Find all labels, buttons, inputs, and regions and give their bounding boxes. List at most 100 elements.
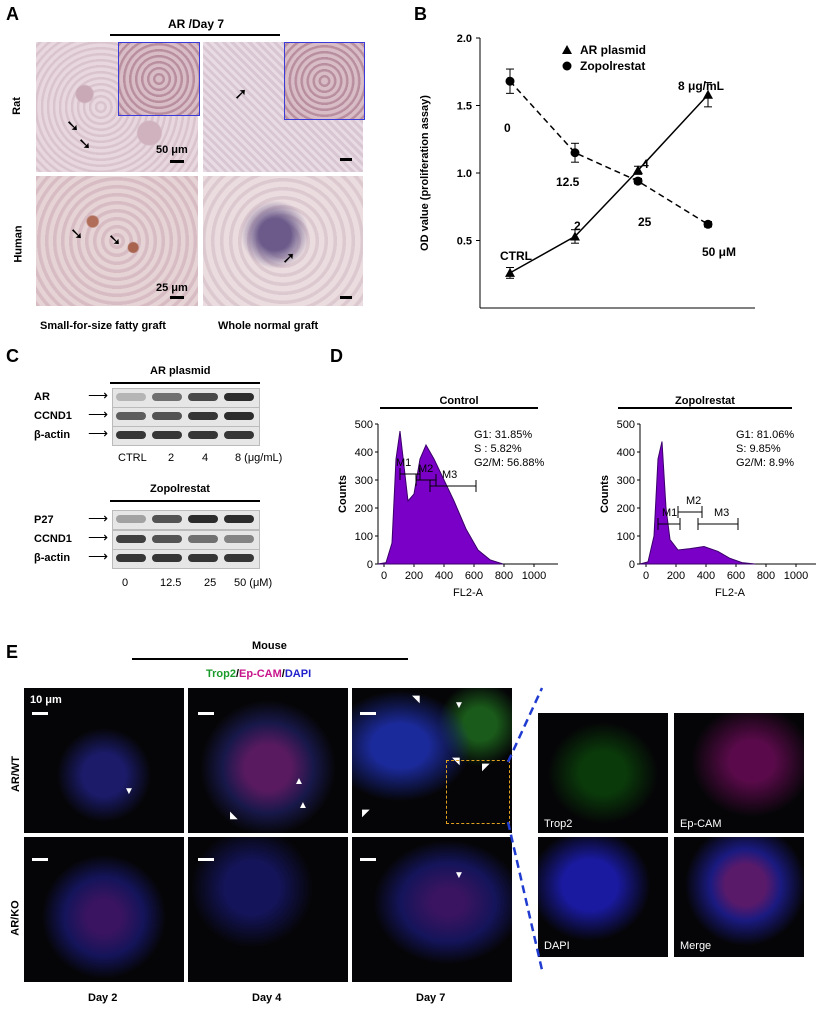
- blot-band: [224, 535, 254, 543]
- x-tick-label: 400: [697, 570, 715, 582]
- blot-row-actin: β-actin: [34, 429, 71, 441]
- scale-bar: [32, 858, 48, 861]
- legend-marker: [562, 61, 572, 71]
- zoom-label-merge: Merge: [680, 940, 712, 952]
- histogram-stat: G1: 81.06%: [736, 429, 794, 441]
- stain-legend: Trop2/Ep-CAM/DAPI: [206, 668, 311, 680]
- y-tick-label: 100: [355, 531, 373, 543]
- scale-label-50um: 50 μm: [156, 144, 188, 156]
- scale-bar: [198, 712, 214, 715]
- histogram-plot: 0 100 200 300 400 500 0 200 400 600 800 1000 FL2-A Co…: [599, 395, 816, 599]
- panel-b-label: B: [414, 4, 427, 24]
- legend-label: AR plasmid: [580, 43, 646, 57]
- conc-bottom-0: 0: [122, 577, 129, 589]
- blot-band: [152, 535, 182, 543]
- gate-label: M1: [396, 457, 411, 469]
- scale-bar: [340, 158, 352, 161]
- blot-band: [224, 412, 254, 420]
- row-label-human: Human: [12, 225, 25, 263]
- blot-band: [152, 412, 182, 420]
- y-tick-label: 400: [617, 447, 635, 459]
- point-label: 4: [642, 157, 649, 171]
- if-wt-day4: [188, 688, 348, 833]
- data-point: [505, 267, 515, 277]
- blot-band: [224, 554, 254, 562]
- arrowhead-icon: ▼: [454, 700, 464, 711]
- arrow-right-icon: ⟶: [88, 425, 109, 441]
- conc-top-1: 2: [168, 452, 175, 464]
- stain-epcam: Ep-CAM: [239, 668, 282, 680]
- x-axis-label: FL2-A: [715, 587, 746, 599]
- series-line: [509, 94, 709, 274]
- arrow-right-icon: ⟶: [88, 387, 109, 403]
- blot-row-ar: AR: [34, 391, 50, 403]
- arrow-icon: ➘: [108, 232, 122, 249]
- conc-top-2: 4: [202, 452, 209, 464]
- blot-band: [188, 412, 218, 420]
- histogram-plot: 0 100 200 300 400 500 0 200 400 600 800 1000 FL2-A Co…: [337, 395, 558, 599]
- gate-label: M2: [418, 463, 433, 475]
- blot-band: [224, 393, 254, 401]
- arrow-icon: ➚: [234, 86, 248, 103]
- y-tick-label: 300: [355, 475, 373, 487]
- scale-bar: [340, 296, 352, 299]
- histogram-title: Zopolrestat: [675, 395, 735, 407]
- day-label-4: Day 4: [252, 992, 282, 1004]
- blot-top-header-line: [110, 382, 260, 384]
- blot-band: [188, 554, 218, 562]
- blot-band: [188, 393, 218, 401]
- arrowhead-icon: ▼: [454, 870, 464, 881]
- x-axis-label: FL2-A: [453, 587, 484, 599]
- arrowhead-icon: ◥: [452, 756, 460, 767]
- scale-bar: [170, 160, 184, 163]
- data-point: [570, 148, 580, 158]
- conc-bottom-2: 25: [204, 577, 217, 589]
- legend-marker: [562, 45, 572, 54]
- histogram-stat: G2/M: 56.88%: [474, 457, 545, 469]
- arrow-icon: ➘: [70, 226, 84, 243]
- y-tick-label: 1.5: [457, 101, 472, 113]
- conc-bottom-3: 50 (μM): [234, 577, 273, 589]
- arrowhead-icon: ◤: [482, 762, 490, 773]
- col-label-fatty: Small-for-size fatty graft: [40, 320, 166, 332]
- x-tick-label: 800: [757, 570, 775, 582]
- y-tick-label: 200: [355, 503, 373, 515]
- y-tick-label: 300: [617, 475, 635, 487]
- y-tick-label: 1.0: [457, 168, 472, 180]
- blot-p27: [112, 510, 260, 530]
- col-label-normal: Whole normal graft: [218, 320, 319, 332]
- arrow-right-icon: ⟶: [88, 548, 109, 564]
- gate-label: M3: [714, 507, 729, 519]
- data-point: [703, 219, 713, 229]
- histogram-area: [377, 430, 504, 565]
- panel-e-label: E: [6, 642, 19, 662]
- blot-band: [152, 515, 182, 523]
- data-point: [633, 176, 643, 186]
- scale-bar: [360, 858, 376, 861]
- data-point: [703, 89, 713, 99]
- conc-bottom-1: 12.5: [160, 577, 182, 589]
- y-tick-label: 0: [629, 559, 635, 571]
- panel-a-header-line: [110, 34, 280, 36]
- gate-label: M2: [686, 495, 701, 507]
- ihc-human-normal-image: [203, 176, 363, 306]
- point-label: CTRL: [500, 249, 532, 263]
- if-wt-day2: [24, 688, 184, 833]
- arrow-icon: ➚: [282, 250, 296, 267]
- blot-band: [188, 431, 218, 439]
- blot-band: [116, 515, 146, 523]
- ihc-rat-normal-inset: [284, 42, 365, 120]
- gate-label: M3: [442, 469, 457, 481]
- row-label-ar-ko: AR/KO: [9, 900, 22, 936]
- blot-actin-top: [112, 426, 260, 446]
- stain-separator: /: [235, 668, 240, 680]
- y-axis-label: Counts: [599, 475, 611, 513]
- ihc-human-fatty-image: [36, 176, 198, 306]
- x-tick-label: 1000: [784, 570, 808, 582]
- x-tick-label: 600: [465, 570, 483, 582]
- zoom-label-epcam: Ep-CAM: [680, 818, 722, 830]
- stain-trop2: Trop2: [206, 668, 236, 680]
- point-label: 25: [638, 215, 652, 229]
- histogram-stat: G1: 31.85%: [474, 429, 532, 441]
